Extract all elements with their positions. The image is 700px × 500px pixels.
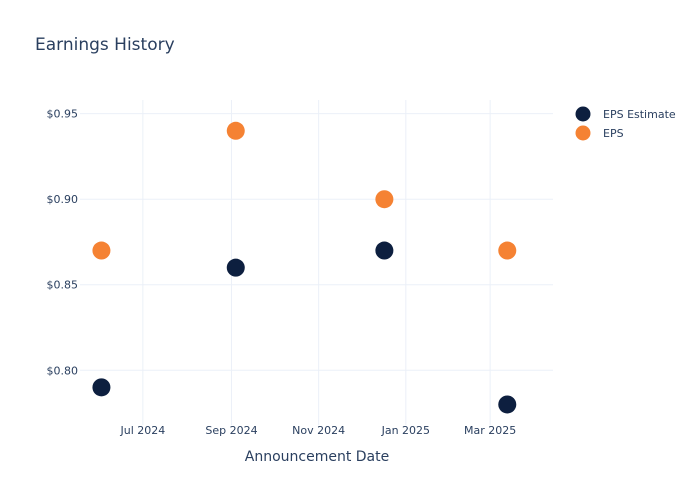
y-tick-label: $0.85 [47, 279, 79, 292]
x-tick-label: Jul 2024 [119, 424, 165, 437]
legend-marker [575, 125, 591, 141]
legend-label: EPS [603, 127, 624, 140]
legend-marker [575, 106, 591, 122]
x-tick-label: Jan 2025 [381, 424, 430, 437]
data-points [92, 121, 517, 414]
legend: EPS Estimate EPS [575, 106, 676, 141]
y-tick-label: $0.90 [47, 193, 79, 206]
x-axis: Jul 2024 Sep 2024 Nov 2024 Jan 2025 Mar 2025 [119, 424, 516, 437]
y-tick-label: $0.80 [47, 364, 79, 377]
x-tick-label: Nov 2024 [292, 424, 345, 437]
legend-label: EPS Estimate [603, 108, 676, 121]
x-axis-title: Announcement Date [245, 449, 389, 465]
eps-point[interactable] [498, 241, 517, 260]
y-tick-label: $0.95 [47, 108, 79, 121]
eps-point[interactable] [375, 190, 394, 209]
eps-estimate-point[interactable] [498, 395, 517, 414]
eps-estimate-point[interactable] [92, 378, 111, 397]
eps-point[interactable] [92, 241, 111, 260]
eps-estimate-point[interactable] [375, 241, 394, 260]
x-tick-label: Sep 2024 [205, 424, 257, 437]
x-tick-label: Mar 2025 [464, 424, 516, 437]
eps-point[interactable] [226, 121, 245, 140]
eps-estimate-point[interactable] [226, 258, 245, 277]
chart-title: Earnings History [35, 35, 175, 55]
y-axis: $0.80 $0.85 $0.90 $0.95 [47, 108, 79, 378]
